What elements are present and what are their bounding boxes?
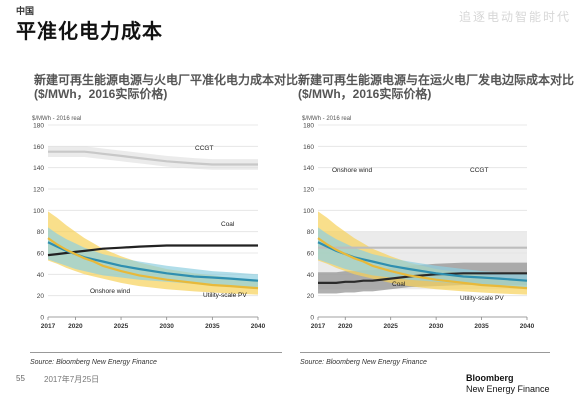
y-tick-label: 40	[307, 272, 315, 279]
utility-scale-pv-label: Utility-scale PV	[203, 292, 247, 299]
y-tick-label: 180	[33, 123, 44, 130]
y-tick-label: 60	[307, 251, 315, 258]
y-tick-label: 180	[303, 123, 314, 130]
y-tick-label: 100	[303, 208, 314, 215]
watermark: 追逐电动智能时代	[458, 10, 571, 24]
page-title: 平准化电力成本	[16, 21, 163, 43]
y-tick-label: 80	[37, 229, 45, 236]
brand-line1: Bloomberg	[466, 373, 514, 383]
chart-left: $/MWh - 2016 real02040608010012014016018…	[32, 116, 266, 330]
x-tick-label: 2035	[474, 323, 489, 330]
brand-logo: Bloomberg New Energy Finance	[466, 373, 550, 395]
chart-right: $/MWh - 2016 real02040608010012014016018…	[302, 116, 535, 330]
brand-line2: New Energy Finance	[466, 384, 550, 394]
y-axis-unit-label: $/MWh - 2016 real	[32, 116, 81, 122]
y-tick-label: 20	[37, 293, 45, 300]
x-tick-label: 2040	[520, 323, 535, 330]
y-tick-label: 120	[303, 187, 314, 194]
utility-scale-pv-label: Utility-scale PV	[460, 295, 504, 302]
y-tick-label: 140	[303, 165, 314, 172]
y-tick-label: 120	[33, 187, 44, 194]
x-tick-label: 2035	[205, 323, 220, 330]
onshore-wind-label: Onshore wind	[332, 167, 372, 174]
x-tick-label: 2040	[251, 323, 266, 330]
source-divider-left	[30, 352, 282, 353]
y-tick-label: 20	[307, 293, 315, 300]
onshore-wind-range-band	[48, 227, 258, 288]
y-tick-label: 160	[303, 144, 314, 151]
chart-title-right: 新建可再生能源电源与在运火电厂发电边际成本对比 ($/MWh，2016实际价格)	[298, 73, 574, 101]
x-tick-label: 2020	[68, 323, 83, 330]
x-tick-label: 2017	[311, 323, 326, 330]
coal-line	[47, 244, 258, 257]
region-label: 中国	[16, 6, 35, 16]
x-tick-label: 2030	[429, 323, 444, 330]
ccgt-range-band	[48, 146, 258, 170]
x-tick-label: 2017	[41, 323, 56, 330]
chart-title-right-line1: 新建可再生能源电源与在运火电厂发电边际成本对比	[298, 73, 575, 87]
chart-title-left-line2: ($/MWh，2016实际价格)	[34, 87, 168, 101]
y-tick-label: 80	[307, 229, 315, 236]
footer-date: 2017年7月25日	[44, 375, 100, 384]
source-divider-right	[300, 352, 550, 353]
utility-scale-pv-line	[47, 237, 259, 290]
x-tick-label: 2020	[338, 323, 353, 330]
chart-title-left: 新建可再生能源电源与火电厂平准化电力成本对比 ($/MWh，2016实际价格)	[34, 73, 298, 101]
utility-scale-pv-line	[317, 237, 528, 290]
ccgt-label: CCGT	[195, 145, 213, 152]
onshore-wind-range-band	[318, 227, 527, 288]
page-number: 55	[16, 374, 25, 383]
y-tick-label: 0	[310, 315, 314, 322]
chart-title-right-line2: ($/MWh，2016实际价格)	[298, 87, 432, 101]
chart-title-left-line1: 新建可再生能源电源与火电厂平准化电力成本对比	[34, 73, 299, 87]
onshore-wind-label: Onshore wind	[90, 288, 130, 295]
coal-label: Coal	[392, 281, 406, 288]
x-tick-label: 2025	[383, 323, 398, 330]
source-left: Source: Bloomberg New Energy Finance	[30, 359, 157, 366]
y-tick-label: 60	[37, 251, 45, 258]
x-tick-label: 2025	[114, 323, 129, 330]
ccgt-line	[48, 150, 258, 166]
y-tick-label: 0	[40, 315, 44, 322]
y-tick-label: 160	[33, 144, 44, 151]
coal-label: Coal	[221, 221, 235, 228]
coal-line	[318, 272, 527, 284]
source-right: Source: Bloomberg New Energy Finance	[300, 359, 427, 366]
y-tick-label: 100	[33, 208, 44, 215]
ccgt-label: CCGT	[470, 167, 488, 174]
y-tick-label: 40	[37, 272, 45, 279]
x-tick-label: 2030	[159, 323, 174, 330]
y-axis-unit-label: $/MWh - 2016 real	[302, 116, 351, 122]
y-tick-label: 140	[33, 165, 44, 172]
